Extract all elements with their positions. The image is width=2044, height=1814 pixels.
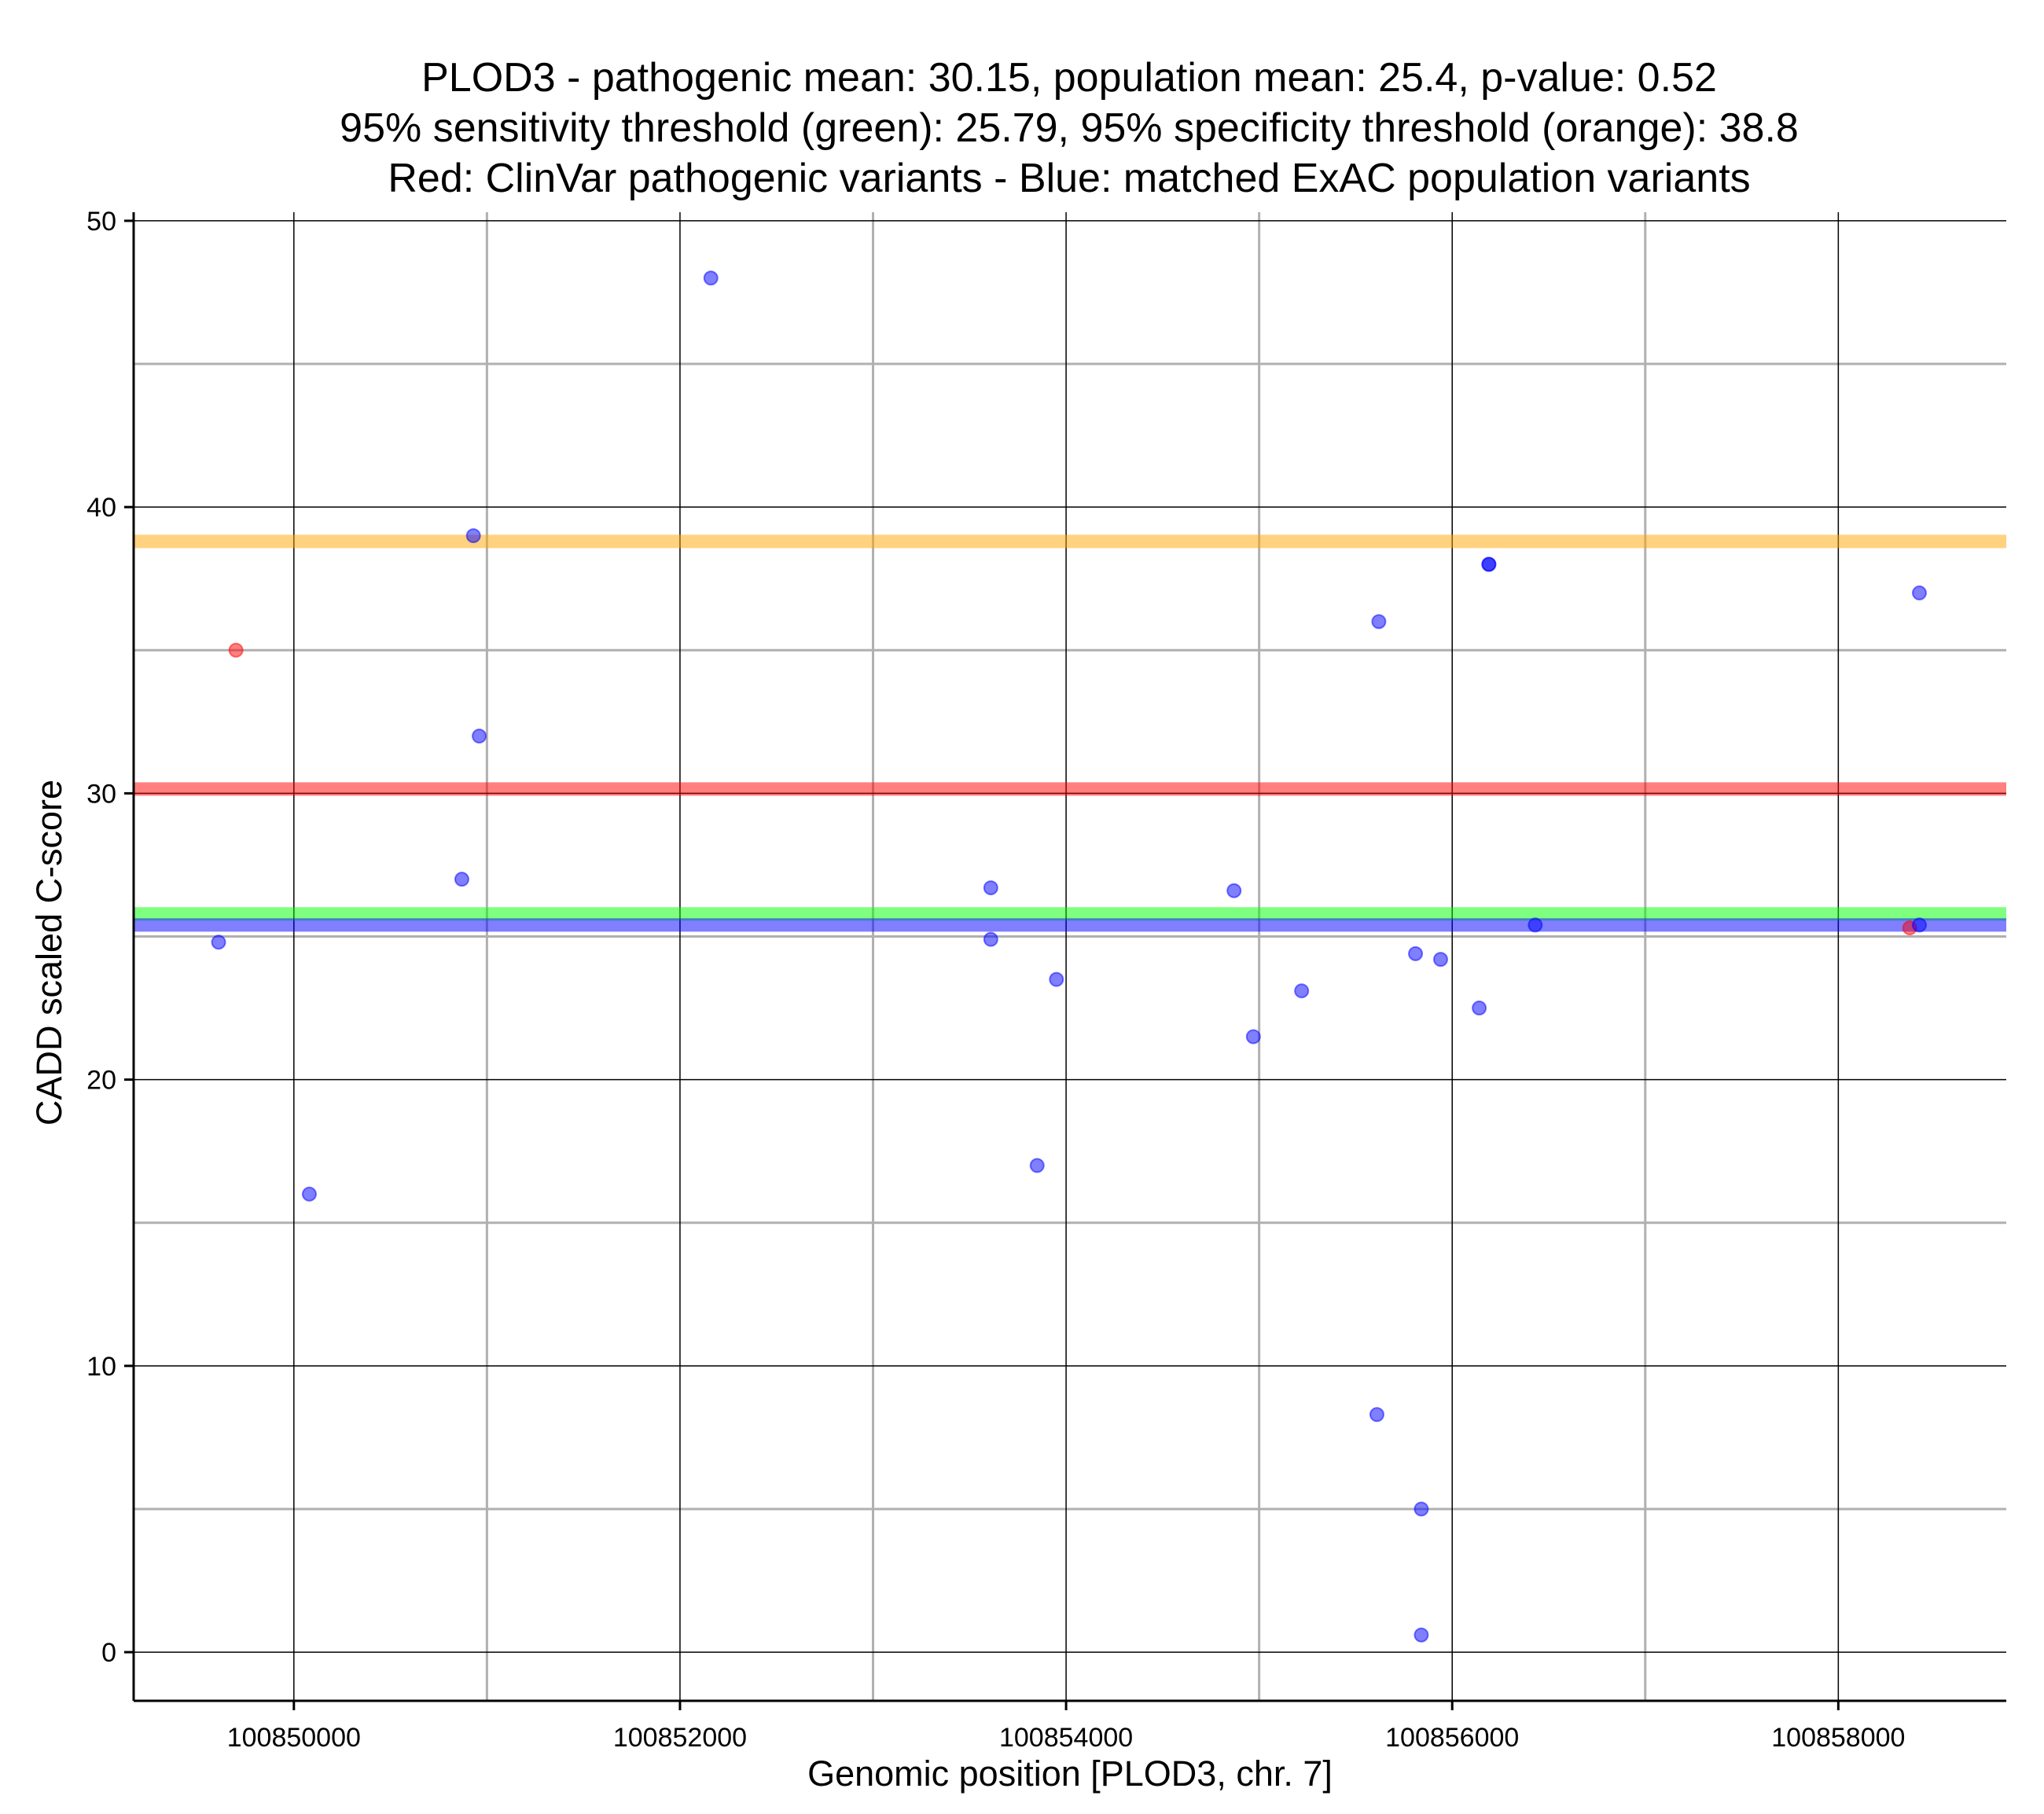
data-point [1432, 952, 1448, 968]
data-point [1049, 971, 1064, 987]
y-axis-title: CADD scaled C-score [29, 780, 69, 1125]
data-point [1408, 946, 1424, 961]
data-point [301, 1186, 317, 1202]
x-tick-label: 100856000 [1385, 1723, 1519, 1753]
data-point [983, 880, 998, 896]
data-point [1369, 1407, 1384, 1423]
title-line-1: PLOD3 - pathogenic mean: 30.15, populati… [421, 55, 1717, 101]
data-point [1294, 983, 1310, 999]
data-point [1029, 1158, 1045, 1173]
y-tick-label: 0 [101, 1638, 116, 1668]
chart-title: PLOD3 - pathogenic mean: 30.15, populati… [340, 55, 1799, 201]
data-point [1911, 917, 1927, 933]
title-line-2: 95% sensitivity threshold (green): 25.79… [340, 105, 1799, 151]
x-axis-ticks: 100850000 100852000 100854000 100856000 1008… [227, 1701, 1905, 1753]
data-point [1226, 883, 1242, 898]
data-point [228, 642, 244, 658]
data-point [211, 935, 226, 950]
data-point [1245, 1029, 1261, 1045]
data-point [1472, 1001, 1487, 1016]
x-axis-title: Genomic position [PLOD3, chr. 7] [807, 1753, 1333, 1794]
title-line-3: Red: ClinVar pathogenic variants - Blue:… [388, 156, 1750, 201]
x-tick-label: 100852000 [613, 1723, 747, 1753]
major-gridlines [134, 212, 2006, 1701]
data-point [983, 931, 998, 947]
data-point [703, 270, 719, 286]
x-tick-label: 100858000 [1771, 1723, 1905, 1753]
y-tick-label: 10 [86, 1352, 116, 1382]
axes [132, 212, 2006, 1702]
data-point [472, 729, 487, 744]
x-tick-label: 100850000 [227, 1723, 361, 1753]
data-point [1911, 585, 1927, 600]
data-point [1527, 917, 1543, 933]
data-point [1414, 1501, 1429, 1517]
y-tick-label: 50 [86, 207, 116, 237]
data-point [1371, 614, 1387, 630]
data-point [465, 528, 481, 544]
x-tick-label: 100854000 [999, 1723, 1133, 1753]
data-point [1481, 556, 1497, 572]
reference-lines [134, 534, 2006, 932]
y-axis-ticks: 0 10 20 30 40 50 [86, 207, 134, 1668]
minor-gridlines [134, 212, 2006, 1701]
data-point [454, 872, 469, 887]
data-points [211, 270, 1927, 1643]
y-tick-label: 20 [86, 1066, 116, 1096]
y-tick-label: 30 [86, 779, 116, 809]
data-point [1414, 1627, 1429, 1643]
y-tick-label: 40 [86, 493, 116, 523]
